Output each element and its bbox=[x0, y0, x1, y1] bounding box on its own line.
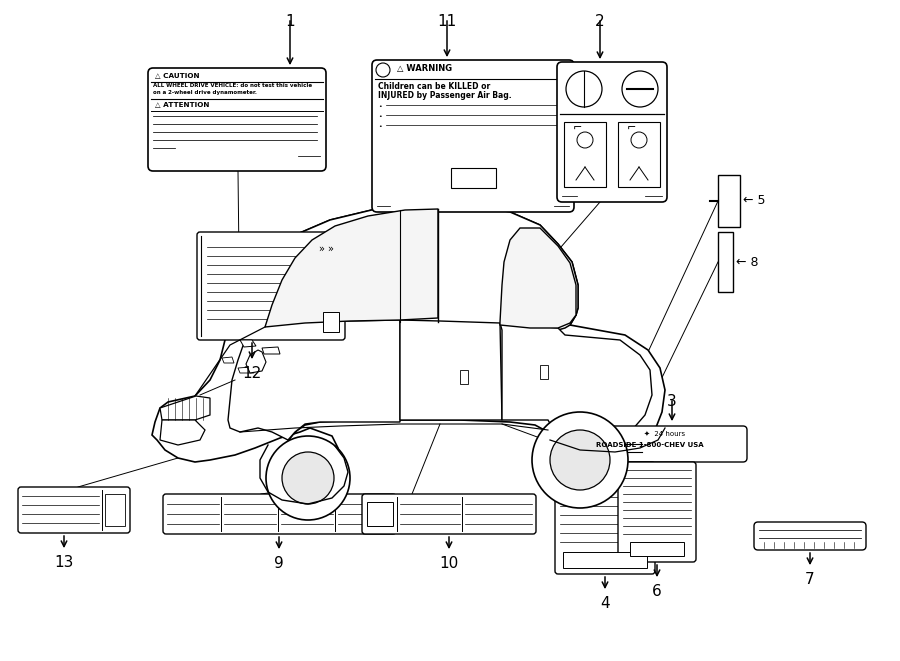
Text: △ ATTENTION: △ ATTENTION bbox=[155, 101, 210, 107]
Polygon shape bbox=[500, 228, 576, 328]
Text: 11: 11 bbox=[437, 14, 456, 29]
Polygon shape bbox=[228, 204, 578, 330]
FancyBboxPatch shape bbox=[372, 60, 574, 212]
Bar bbox=[367, 502, 393, 526]
Text: 9: 9 bbox=[274, 556, 284, 571]
Polygon shape bbox=[160, 396, 210, 420]
Polygon shape bbox=[160, 420, 205, 445]
Text: INJURED by Passenger Air Bag.: INJURED by Passenger Air Bag. bbox=[378, 91, 511, 100]
Circle shape bbox=[266, 436, 350, 520]
Bar bbox=[618, 122, 660, 187]
Text: •: • bbox=[378, 124, 382, 129]
Text: 7: 7 bbox=[806, 572, 814, 587]
Polygon shape bbox=[222, 357, 234, 363]
Bar bbox=[460, 370, 468, 384]
Bar bbox=[563, 552, 647, 568]
Circle shape bbox=[550, 430, 610, 490]
FancyBboxPatch shape bbox=[148, 68, 326, 171]
Text: △ CAUTION: △ CAUTION bbox=[155, 72, 200, 78]
Polygon shape bbox=[228, 320, 400, 440]
Bar bbox=[718, 175, 740, 227]
FancyBboxPatch shape bbox=[18, 487, 130, 533]
FancyBboxPatch shape bbox=[754, 522, 866, 550]
Text: 13: 13 bbox=[54, 555, 74, 570]
FancyBboxPatch shape bbox=[618, 462, 696, 562]
Polygon shape bbox=[240, 340, 256, 347]
FancyBboxPatch shape bbox=[163, 494, 396, 534]
Text: •: • bbox=[378, 104, 382, 109]
Text: ROADSIDE 1-800-CHEV USA: ROADSIDE 1-800-CHEV USA bbox=[596, 442, 704, 448]
FancyBboxPatch shape bbox=[592, 426, 747, 462]
Text: 4: 4 bbox=[600, 596, 610, 611]
FancyBboxPatch shape bbox=[557, 62, 667, 202]
Bar bbox=[451, 168, 496, 188]
Text: » »: » » bbox=[319, 244, 334, 254]
Text: ← 8: ← 8 bbox=[736, 256, 759, 268]
Text: •: • bbox=[378, 114, 382, 119]
Polygon shape bbox=[246, 350, 266, 373]
FancyBboxPatch shape bbox=[555, 462, 655, 574]
Text: ← 5: ← 5 bbox=[743, 194, 766, 208]
Polygon shape bbox=[238, 367, 254, 373]
FancyBboxPatch shape bbox=[197, 232, 345, 340]
Text: Children can be KILLED or: Children can be KILLED or bbox=[378, 82, 491, 91]
Bar bbox=[323, 312, 339, 332]
Text: 2: 2 bbox=[595, 14, 605, 29]
Text: 1: 1 bbox=[285, 14, 295, 29]
Bar bbox=[718, 232, 733, 292]
Text: ALL WHEEL DRIVE VEHICLE: do not test this vehicle: ALL WHEEL DRIVE VEHICLE: do not test thi… bbox=[153, 83, 312, 88]
Bar bbox=[105, 494, 125, 526]
Bar bbox=[630, 542, 684, 556]
Text: 6: 6 bbox=[652, 584, 662, 599]
FancyBboxPatch shape bbox=[362, 494, 536, 534]
Circle shape bbox=[282, 452, 334, 504]
Text: △ WARNING: △ WARNING bbox=[397, 64, 452, 73]
Text: 3: 3 bbox=[667, 394, 677, 409]
Circle shape bbox=[532, 412, 628, 508]
Text: ✦  24 hours: ✦ 24 hours bbox=[644, 431, 685, 437]
Polygon shape bbox=[400, 320, 502, 420]
Text: 10: 10 bbox=[439, 556, 459, 571]
Polygon shape bbox=[152, 204, 665, 490]
Polygon shape bbox=[500, 323, 652, 450]
Polygon shape bbox=[265, 209, 438, 327]
Text: ⌐: ⌐ bbox=[627, 124, 636, 134]
Text: on a 2-wheel drive dynamometer.: on a 2-wheel drive dynamometer. bbox=[153, 90, 257, 95]
Polygon shape bbox=[262, 347, 280, 354]
Text: ⌐: ⌐ bbox=[573, 124, 582, 134]
Bar bbox=[564, 122, 606, 187]
Bar bbox=[540, 365, 548, 379]
Text: 12: 12 bbox=[242, 366, 262, 381]
